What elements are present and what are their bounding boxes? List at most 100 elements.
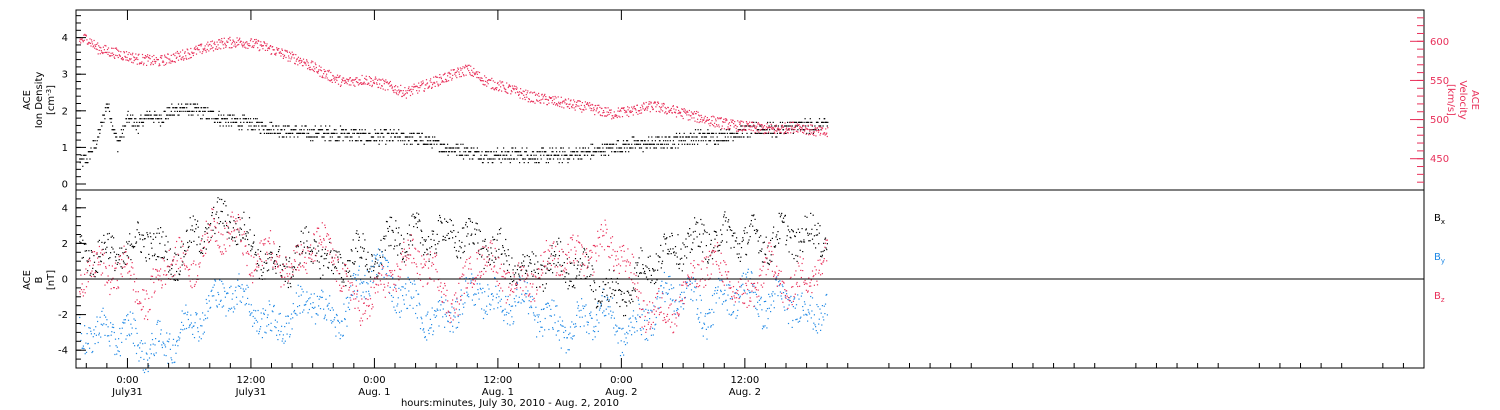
density-point-290 [228, 125, 230, 127]
velocity-point-99 [130, 53, 132, 55]
by-point-578 [435, 315, 438, 317]
by-point-28 [96, 316, 98, 318]
by-point-338 [287, 315, 289, 317]
bx-point-595 [446, 234, 448, 236]
velocity-point-1397 [797, 124, 799, 126]
bx-point-646 [477, 250, 480, 252]
velocity-point-213 [188, 53, 190, 55]
density-point-852 [517, 154, 519, 156]
velocity-point-329 [248, 43, 250, 45]
velocity-point-554 [364, 77, 366, 79]
velocity-point-1178 [685, 112, 687, 114]
by-point-585 [440, 304, 442, 306]
velocity-point-127 [144, 57, 146, 59]
density-point-1215 [704, 132, 706, 134]
velocity-point-1344 [770, 123, 772, 125]
velocity-point-1096 [643, 102, 645, 104]
density-point-640 [408, 140, 410, 142]
by-point-816 [582, 307, 585, 310]
density-point-139 [150, 114, 152, 116]
by-point-49 [109, 345, 111, 347]
bx-point-927 [651, 279, 653, 282]
velocity-point-1173 [682, 117, 684, 120]
density-point-1355 [776, 136, 778, 138]
density-point-201 [182, 110, 184, 112]
by-point-11 [85, 351, 88, 353]
velocity-point-217 [190, 56, 192, 59]
by-point-52 [111, 331, 113, 333]
velocity-point-625 [400, 90, 402, 92]
density-point-35 [97, 136, 99, 138]
by-point-621 [462, 303, 464, 305]
density-point-1231 [712, 136, 714, 138]
by-point-372 [308, 308, 310, 311]
density-point-329 [248, 125, 250, 127]
bx-point-973 [679, 258, 681, 260]
velocity-point-868 [525, 94, 527, 96]
bx-point-606 [453, 230, 455, 232]
velocity-point-754 [467, 68, 469, 70]
velocity-point-1286 [740, 129, 742, 131]
bx-point-781 [561, 270, 563, 272]
velocity-point-564 [369, 84, 371, 86]
by-point-29 [97, 320, 99, 323]
density-point-486 [329, 125, 331, 127]
velocity-point-1040 [614, 115, 616, 117]
bx-point-952 [666, 253, 669, 255]
velocity-point-902 [543, 102, 545, 104]
density-point-841 [511, 151, 513, 153]
velocity-point-1006 [596, 107, 598, 109]
density-point-483 [327, 129, 329, 131]
density-point-1291 [743, 136, 745, 138]
velocity-point-101 [131, 61, 133, 63]
velocity-point-103 [132, 52, 134, 54]
by-point-430 [344, 318, 346, 321]
velocity-point-588 [381, 85, 383, 87]
density-point-909 [546, 158, 548, 160]
velocity-point-593 [384, 81, 386, 83]
velocity-point-778 [479, 78, 481, 80]
density-point-607 [391, 132, 393, 134]
velocity-point-1374 [786, 127, 788, 129]
bx-point-99 [140, 251, 142, 253]
velocity-point-683 [430, 81, 432, 83]
density-point-171 [167, 114, 169, 116]
by-point-293 [260, 326, 262, 328]
density-point-1064 [626, 147, 628, 149]
by-point-329 [282, 338, 284, 340]
velocity-point-438 [304, 63, 306, 65]
bx-point-153 [173, 279, 175, 281]
by-point-796 [570, 337, 572, 339]
bx-point-1078 [744, 227, 746, 229]
velocity-point-86 [123, 51, 125, 53]
velocity-point-160 [161, 55, 163, 57]
velocity-point-1209 [701, 116, 703, 119]
bx-point-200 [202, 247, 204, 249]
velocity-point-1225 [709, 125, 711, 127]
bx-point-43 [105, 251, 107, 254]
velocity-point-1227 [710, 122, 712, 124]
velocity-point-1406 [802, 124, 804, 126]
velocity-point-578 [376, 83, 378, 85]
density-point-703 [440, 151, 442, 153]
bx-point-697 [509, 282, 511, 285]
bx-point-49 [109, 257, 111, 259]
density-point-8 [83, 158, 85, 160]
bx-point-227 [219, 198, 221, 200]
density-point-860 [521, 147, 523, 149]
velocity-point-1074 [631, 110, 633, 112]
bx-point-1075 [742, 239, 744, 241]
by-point-444 [353, 273, 355, 275]
bx-point-902 [636, 272, 638, 274]
velocity-point-832 [507, 92, 509, 94]
velocity-point-452 [311, 68, 313, 70]
density-point-807 [494, 158, 496, 160]
velocity-point-1223 [708, 123, 710, 125]
by-point-516 [397, 297, 399, 299]
velocity-point-743 [461, 68, 463, 70]
velocity-point-971 [578, 100, 580, 102]
velocity-point-268 [217, 48, 219, 50]
by-point-649 [479, 287, 481, 289]
velocity-point-935 [560, 101, 562, 104]
density-point-1083 [636, 143, 638, 145]
